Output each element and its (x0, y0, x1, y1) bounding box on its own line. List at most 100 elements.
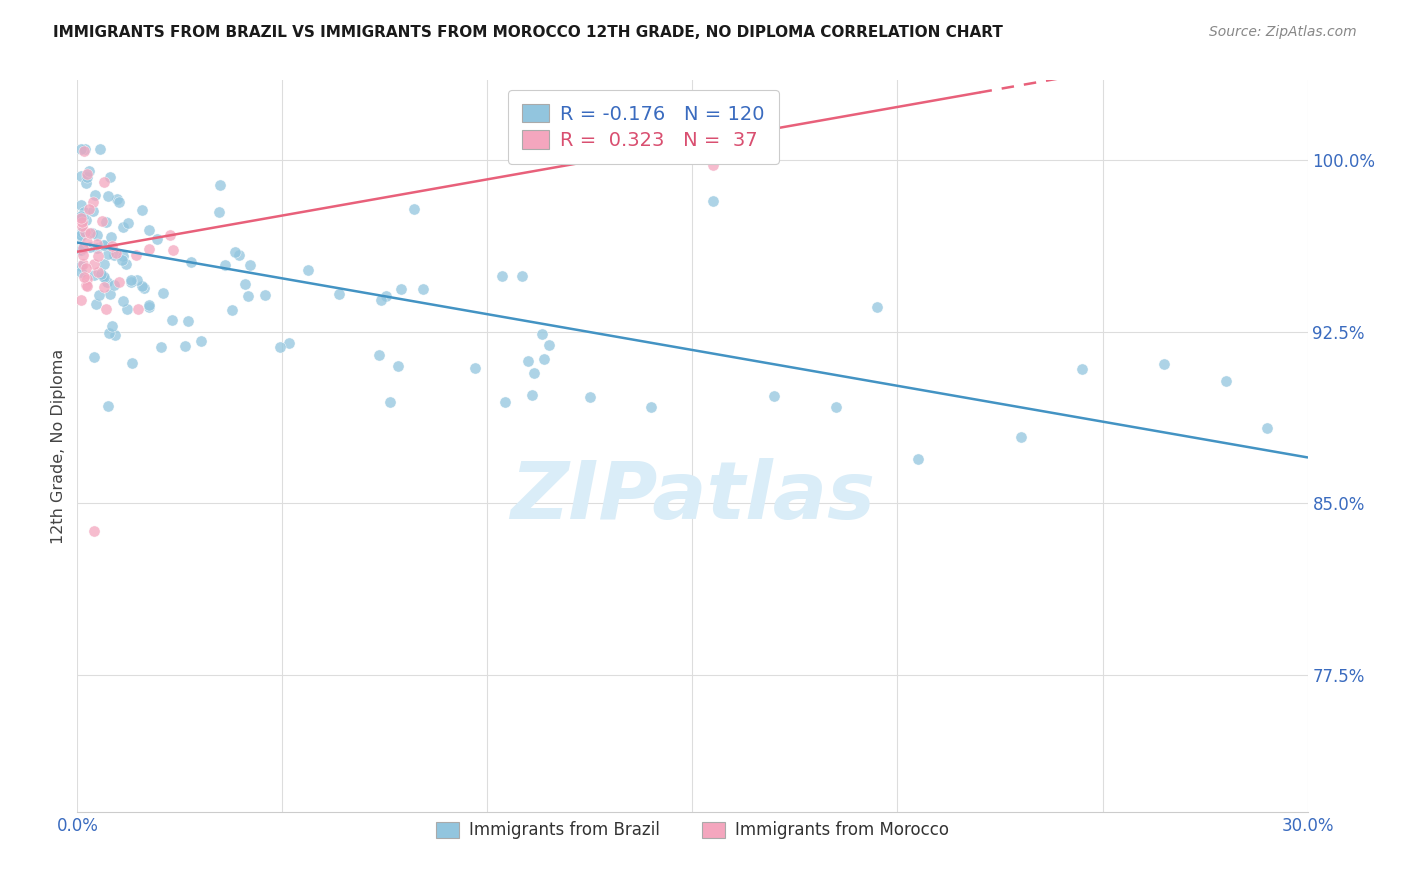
Point (510, 269, 533, 284)
Point (72, 241, 94, 255)
Point (162, 243, 184, 257)
Point (160, 313, 183, 327)
Point (72, 241, 94, 255)
Point (103, 277, 125, 292)
Text: ZIPatlas: ZIPatlas (510, 458, 875, 536)
Point (83, 256, 105, 270)
Point (93, 237, 115, 252)
Point (125, 248, 148, 262)
Point (208, 205, 231, 219)
Point (70, 142, 93, 156)
Point (72, 248, 94, 262)
Point (1071, 362, 1094, 376)
Point (159, 228, 181, 243)
Point (374, 288, 396, 302)
Point (97, 399, 120, 413)
Point (825, 401, 848, 415)
Point (82, 194, 104, 209)
Legend: Immigrants from Brazil, Immigrants from Morocco: Immigrants from Brazil, Immigrants from … (425, 810, 960, 851)
Point (70, 211, 93, 226)
Point (402, 202, 425, 217)
Point (70, 244, 93, 258)
Point (214, 258, 236, 272)
Point (73, 204, 96, 219)
Point (174, 339, 197, 353)
Point (83, 350, 105, 364)
Point (238, 289, 260, 303)
Point (75, 260, 97, 275)
Point (907, 451, 929, 466)
Point (87, 265, 110, 279)
Point (96, 215, 118, 229)
Point (76, 235, 98, 250)
Point (221, 303, 243, 318)
Point (72, 210, 94, 224)
Point (239, 258, 262, 272)
Point (76, 170, 98, 185)
Point (70, 198, 93, 212)
Text: IMMIGRANTS FROM BRAZIL VS IMMIGRANTS FROM MOROCCO 12TH GRADE, NO DIPLOMA CORRELA: IMMIGRANTS FROM BRAZIL VS IMMIGRANTS FRO… (53, 25, 1004, 40)
Point (70, 228, 93, 243)
Point (103, 248, 125, 262)
Point (131, 279, 153, 293)
Point (108, 195, 131, 210)
Point (146, 231, 169, 245)
Point (254, 287, 277, 301)
Point (149, 340, 172, 354)
Point (77, 163, 100, 178)
Point (208, 178, 231, 193)
Point (75, 176, 97, 190)
Point (579, 390, 602, 404)
Point (79, 227, 101, 241)
Point (763, 389, 786, 403)
Point (125, 272, 148, 286)
Point (70, 243, 93, 257)
Point (91, 268, 114, 283)
Point (82, 226, 104, 240)
Point (538, 338, 561, 352)
Point (520, 387, 543, 401)
Point (93, 257, 115, 271)
Point (93, 269, 115, 284)
Point (76, 272, 98, 286)
Point (83, 188, 105, 202)
Point (127, 302, 149, 317)
Point (224, 245, 246, 260)
Point (70, 169, 93, 183)
Point (104, 246, 127, 260)
Point (101, 239, 124, 253)
Point (1010, 430, 1032, 444)
Point (100, 230, 122, 244)
Point (98, 287, 121, 301)
Point (640, 400, 662, 414)
Point (177, 313, 200, 327)
Point (516, 353, 538, 368)
Point (190, 334, 212, 349)
Point (412, 282, 434, 296)
Point (83, 524, 105, 538)
Point (104, 327, 127, 342)
Point (278, 335, 301, 350)
Point (533, 351, 555, 366)
Point (70, 265, 93, 279)
Point (94, 301, 117, 316)
Point (73, 269, 96, 284)
Point (866, 300, 889, 314)
Point (73, 225, 96, 239)
Point (117, 216, 139, 230)
Point (138, 243, 160, 257)
Point (297, 263, 319, 277)
Point (494, 395, 516, 409)
Point (233, 277, 256, 292)
Point (91, 238, 114, 252)
Point (180, 255, 202, 269)
Point (269, 340, 291, 354)
Point (367, 348, 389, 362)
Point (389, 282, 412, 296)
Point (77, 202, 100, 216)
Point (138, 223, 160, 237)
Point (702, 158, 724, 172)
Point (328, 286, 350, 301)
Point (108, 275, 131, 289)
Point (73, 142, 96, 156)
